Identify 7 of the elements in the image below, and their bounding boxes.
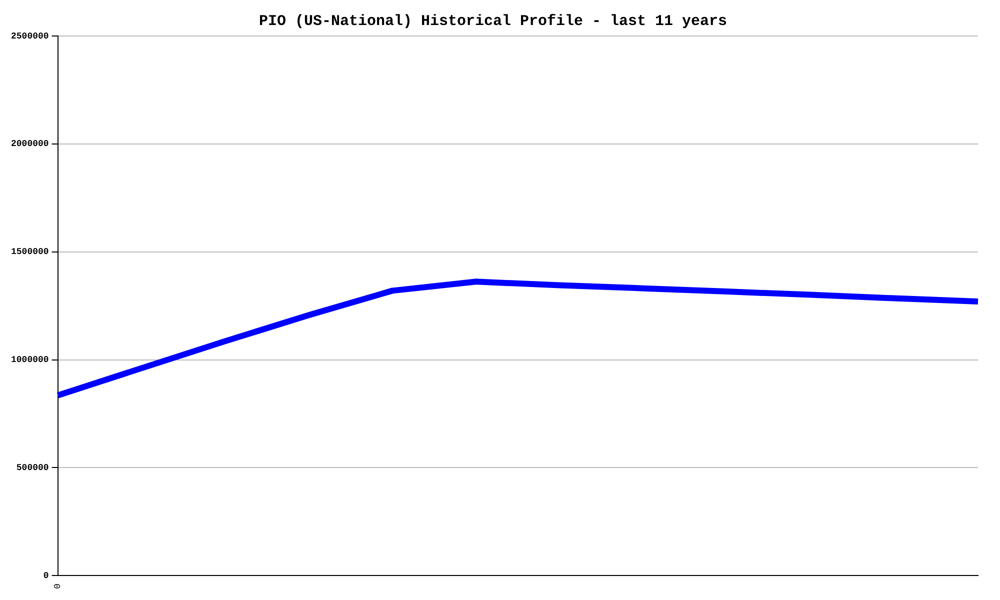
y-tick-label: 1000000 xyxy=(10,355,49,366)
y-tick-label: 2000000 xyxy=(10,139,49,150)
y-tick-label: 2500000 xyxy=(10,31,49,42)
y-tick-label: 0 xyxy=(43,570,49,581)
chart-title: PIO (US-National) Historical Profile - last 11 years xyxy=(258,12,728,30)
y-tick-label: 500000 xyxy=(16,462,49,473)
y-tick-label: 1500000 xyxy=(10,247,49,258)
